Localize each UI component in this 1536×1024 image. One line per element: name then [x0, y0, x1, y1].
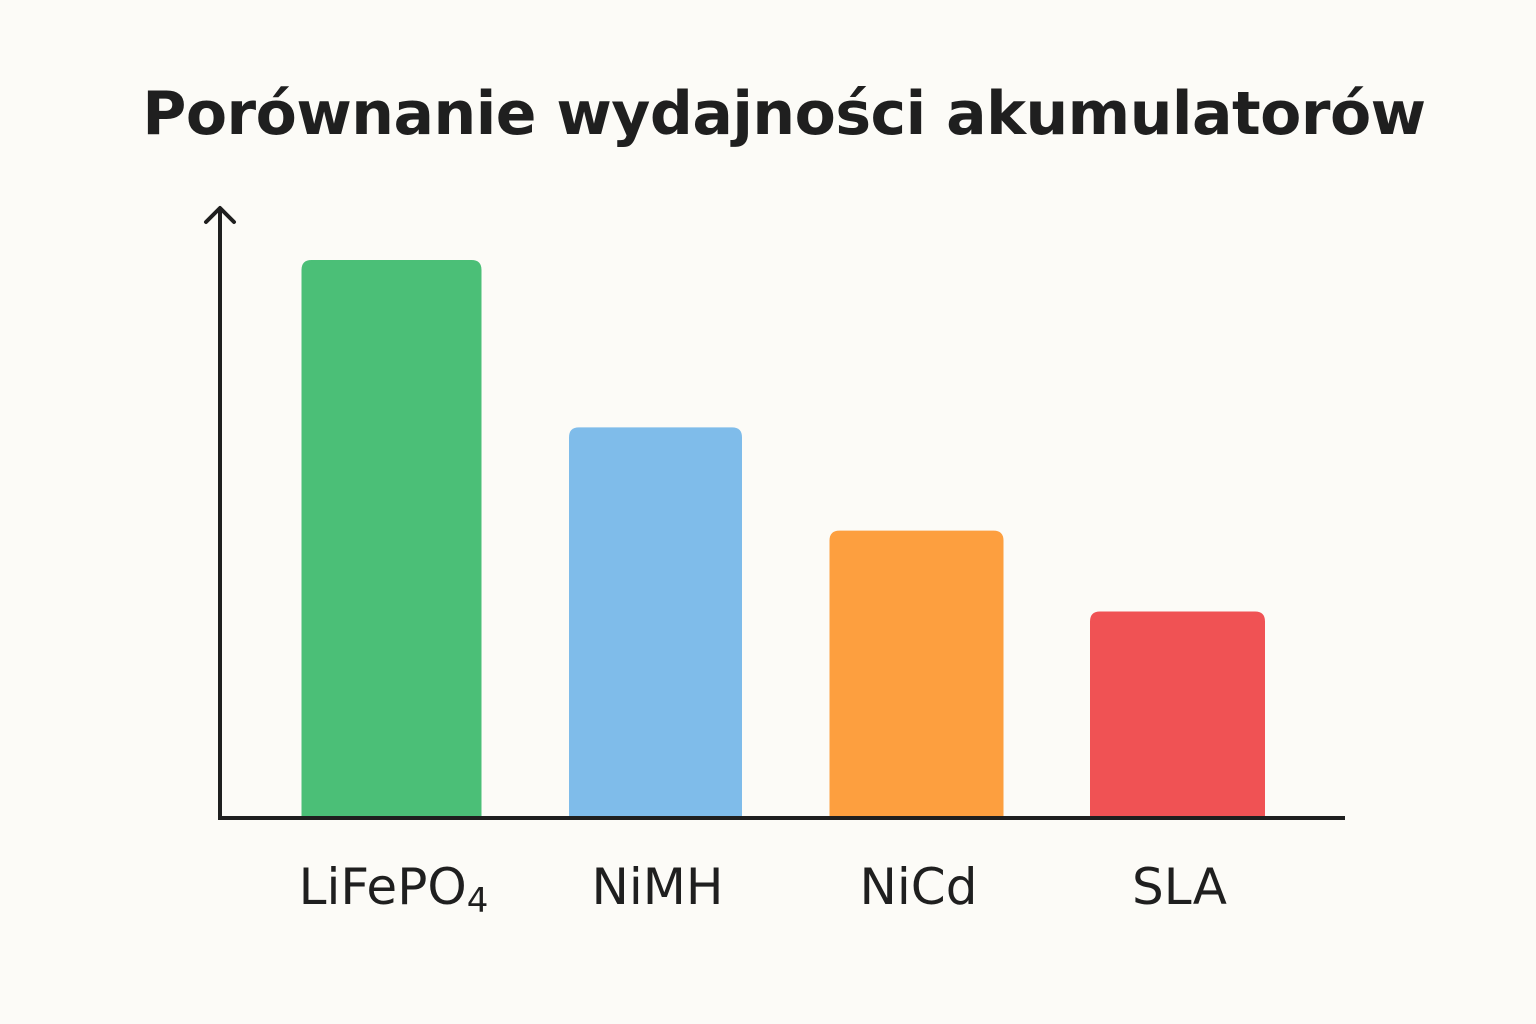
x-tick-label-sla: SLA — [1132, 858, 1227, 916]
chart-title: Porównanie wydajności akumulatorów — [142, 79, 1426, 149]
x-tick-labels-group: LiFePO4 NiMH NiCd SLA — [299, 858, 1227, 921]
bars-group — [301, 260, 1265, 818]
bar-nicd — [829, 530, 1004, 818]
x-tick-label-nimh: NiMH — [591, 858, 723, 916]
bar-lifepo4 — [301, 260, 482, 818]
axes-group — [204, 206, 1345, 820]
y-axis-arrow-icon — [204, 206, 236, 224]
x-tick-label-nicd: NiCd — [860, 858, 978, 916]
x-tick-label-lifepo4: LiFePO4 — [299, 858, 489, 921]
bar-nimh — [569, 427, 742, 818]
bar-sla — [1090, 611, 1265, 818]
